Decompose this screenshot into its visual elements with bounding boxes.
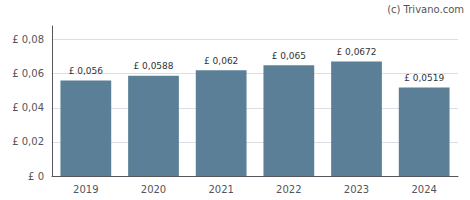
svg-text:2023: 2023 <box>344 184 369 195</box>
svg-text:(c) Trivano.com: (c) Trivano.com <box>387 4 464 15</box>
svg-text:£ 0,06: £ 0,06 <box>12 68 44 79</box>
svg-text:£ 0,056: £ 0,056 <box>69 66 104 76</box>
svg-text:£ 0: £ 0 <box>28 171 44 182</box>
svg-text:£ 0,02: £ 0,02 <box>12 136 44 147</box>
svg-text:£ 0,0672: £ 0,0672 <box>336 47 376 57</box>
svg-text:2019: 2019 <box>73 184 98 195</box>
svg-text:2024: 2024 <box>411 184 436 195</box>
svg-text:£ 0,065: £ 0,065 <box>272 51 306 61</box>
svg-text:2021: 2021 <box>208 184 233 195</box>
svg-text:£ 0,08: £ 0,08 <box>12 34 44 45</box>
svg-text:2022: 2022 <box>276 184 301 195</box>
svg-text:£ 0,04: £ 0,04 <box>12 102 44 113</box>
svg-text:£ 0,062: £ 0,062 <box>204 56 238 66</box>
svg-text:£ 0,0519: £ 0,0519 <box>404 73 444 83</box>
svg-text:£ 0,0588: £ 0,0588 <box>133 61 173 71</box>
svg-text:2020: 2020 <box>141 184 166 195</box>
